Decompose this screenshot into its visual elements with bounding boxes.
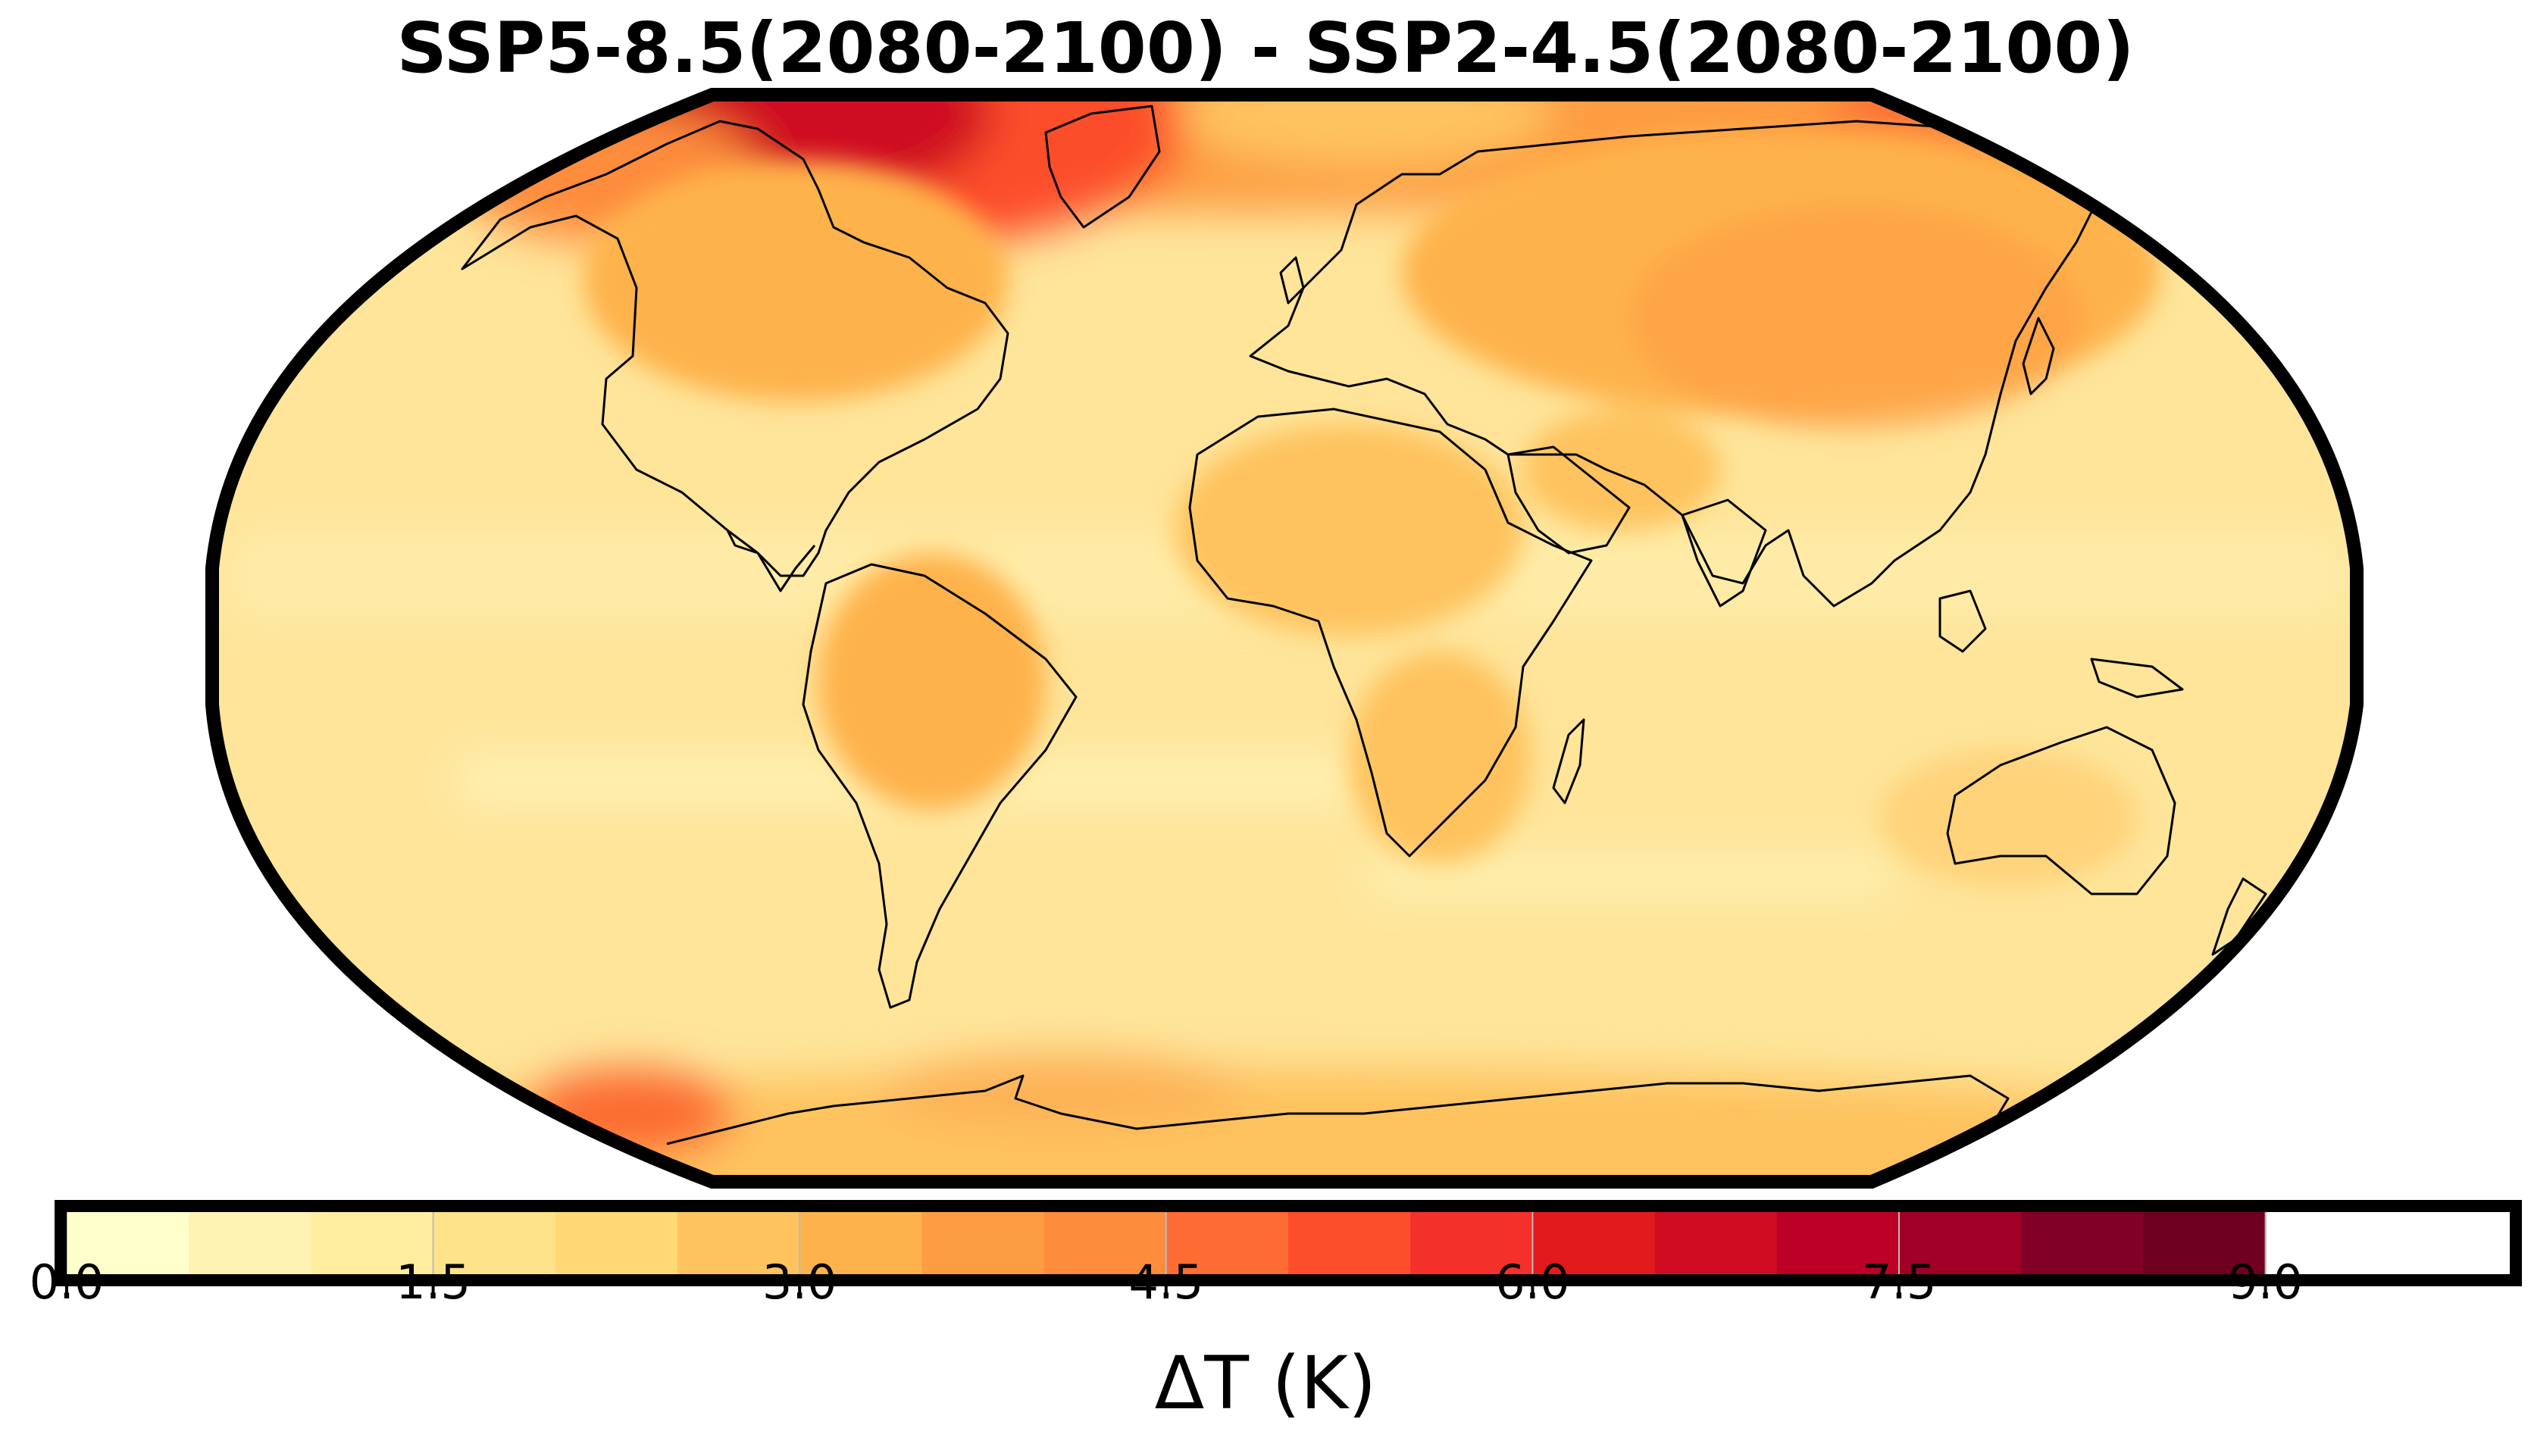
colorbar-tick-label: 4.5 <box>1128 1254 1204 1310</box>
south-america-coast <box>802 563 1078 1009</box>
north-america-coast <box>461 120 1009 577</box>
antarctica-coast <box>666 1074 2010 1168</box>
colorbar-segment <box>1165 1212 1289 1274</box>
colorbar-segment <box>2021 1212 2145 1274</box>
new-guinea-coast <box>2090 658 2184 698</box>
india-coast <box>1681 498 1767 608</box>
madagascar-coast <box>1552 718 1585 805</box>
colorbar-segment <box>67 1212 190 1274</box>
colorbar-label: ΔT (K) <box>1154 1341 1377 1426</box>
colorbar-tick-label: 3.0 <box>762 1254 837 1310</box>
colorbar-segment <box>1410 1212 1534 1274</box>
antarctic-warming <box>212 1053 2357 1182</box>
colorbar-segment <box>2143 1212 2267 1274</box>
colorbar-segment <box>1288 1212 1412 1274</box>
colorbar-segment <box>677 1212 801 1274</box>
colorbar-tick-label: 1.5 <box>396 1254 471 1310</box>
colorbar-segment <box>1043 1212 1167 1274</box>
world-map <box>205 88 2364 1189</box>
colorbar-segment <box>1532 1212 1656 1274</box>
colorbar-segment <box>1654 1212 1778 1274</box>
colorbar-segment <box>189 1212 312 1274</box>
colorbar-segment <box>311 1212 434 1274</box>
colorbar-segments <box>67 1212 2267 1274</box>
colorbar-tick-label: 7.5 <box>1861 1254 1937 1310</box>
colorbar-segment <box>799 1212 923 1274</box>
arabia-coast <box>1506 445 1631 555</box>
temperature-field <box>212 95 2357 1182</box>
map-frame <box>205 88 2364 1189</box>
colorbar-tick-label: 6.0 <box>1495 1254 1570 1310</box>
colorbar-segment <box>433 1212 556 1274</box>
colorbar-tick-label: 0.0 <box>29 1254 105 1310</box>
colorbar-segment <box>555 1212 678 1274</box>
australia-coast <box>1946 726 2176 895</box>
colorbar-tick-label: 9.0 <box>2228 1254 2303 1310</box>
land-warming <box>583 129 2160 886</box>
new-zealand-coast <box>2211 877 2267 956</box>
colorbar-segment <box>1776 1212 1900 1274</box>
greenland-coast <box>1044 105 1161 229</box>
coastlines <box>461 105 2267 1168</box>
central-america-coast <box>726 530 816 592</box>
colorbar-segment <box>921 1212 1045 1274</box>
japan-coast <box>2022 317 2055 395</box>
africa-coast <box>1188 408 1593 858</box>
eurasia-coast <box>1249 120 2101 608</box>
colorbar-segment <box>1899 1212 2023 1274</box>
map-title: SSP5-8.5(2080-2100) - SSP2-4.5(2080-2100… <box>396 8 2135 89</box>
borneo-coast <box>1938 589 1987 653</box>
colorbar-frame <box>55 1200 2522 1286</box>
uk-coast <box>1279 256 1305 305</box>
